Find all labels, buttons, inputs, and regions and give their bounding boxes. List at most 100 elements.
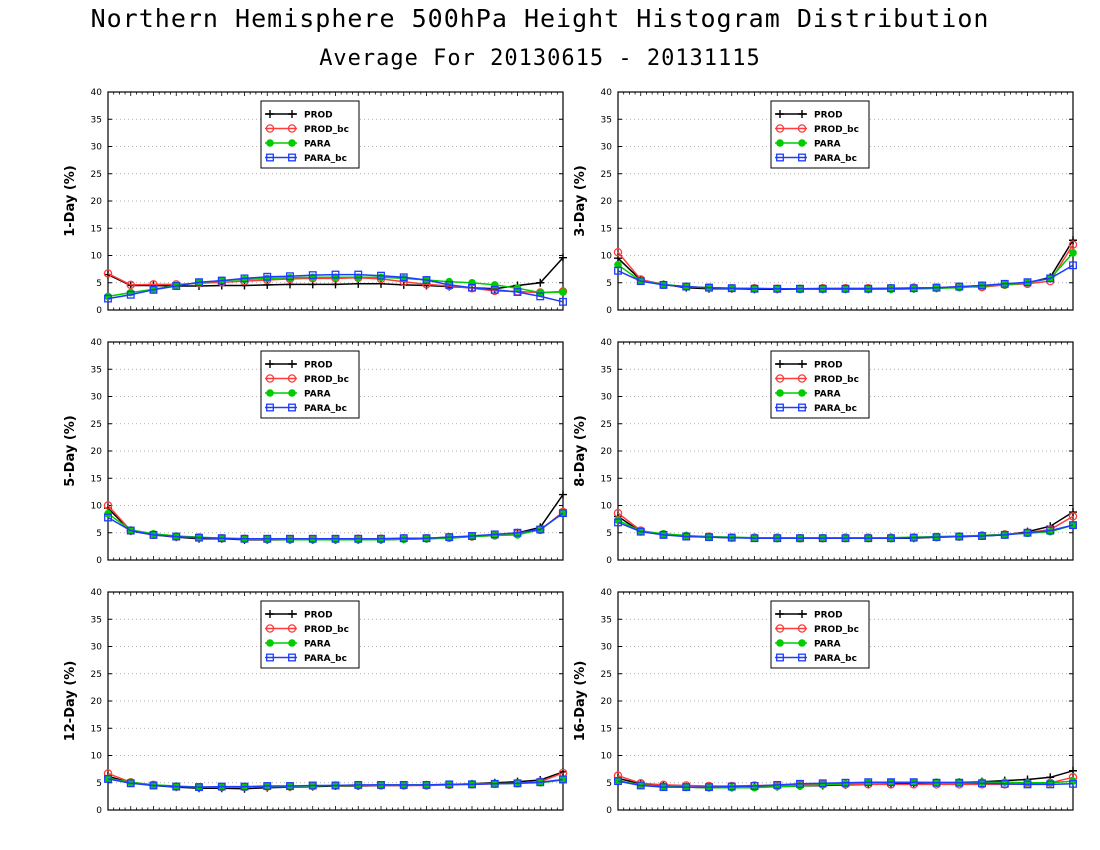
data-point bbox=[513, 288, 522, 296]
data-point bbox=[104, 774, 112, 783]
legend-marker bbox=[798, 153, 806, 162]
data-point bbox=[104, 294, 112, 303]
legend-marker bbox=[776, 110, 784, 118]
series-para-bc bbox=[614, 261, 1077, 293]
data-point bbox=[308, 781, 317, 790]
data-point bbox=[1069, 521, 1077, 530]
y-axis-label: 12-Day (%) bbox=[63, 661, 78, 742]
legend-marker bbox=[288, 610, 296, 618]
y-axis-label: 5-Day (%) bbox=[63, 415, 78, 487]
y-tick-label: 5 bbox=[606, 279, 612, 289]
plot-frame bbox=[107, 341, 564, 561]
data-point bbox=[149, 530, 158, 539]
y-tick-label: 30 bbox=[601, 393, 613, 403]
data-point bbox=[1046, 274, 1055, 283]
legend: PROD PROD_bc PARA PARA_bc bbox=[260, 600, 360, 669]
legend-marker bbox=[776, 139, 784, 147]
data-point bbox=[377, 271, 385, 280]
data-point bbox=[864, 284, 873, 293]
data-point bbox=[727, 284, 736, 293]
data-point bbox=[887, 778, 895, 787]
data-point bbox=[286, 280, 294, 289]
legend-label: PROD bbox=[304, 361, 333, 371]
chart-panel-5: 0 5 10 15 20 25 30 35 40 12-Day (%) PROD PROD_bc PAR… bbox=[63, 588, 568, 816]
data-point bbox=[1069, 779, 1077, 788]
legend-marker bbox=[797, 124, 807, 133]
data-point bbox=[705, 533, 713, 542]
legend-label: PARA_bc bbox=[814, 654, 857, 664]
data-point bbox=[286, 534, 294, 543]
data-point bbox=[445, 533, 454, 542]
data-point bbox=[727, 533, 736, 542]
series-para-bc bbox=[104, 270, 567, 306]
data-point bbox=[354, 270, 363, 279]
y-tick-label: 5 bbox=[606, 529, 612, 539]
data-point bbox=[796, 534, 804, 543]
y-tick-label: 5 bbox=[96, 529, 102, 539]
legend-label: PARA bbox=[304, 390, 331, 400]
y-tick-label: 20 bbox=[91, 697, 103, 707]
data-point bbox=[263, 272, 272, 281]
data-point bbox=[841, 778, 850, 787]
y-axis-label: 1-Day (%) bbox=[63, 165, 78, 237]
y-tick-label: 0 bbox=[606, 806, 612, 816]
series-line bbox=[107, 512, 564, 540]
data-point bbox=[705, 783, 713, 792]
data-point bbox=[331, 270, 340, 279]
chart-panel-6: 0 5 10 15 20 25 30 35 40 16-Day (%) PROD PROD_bc PAR… bbox=[573, 588, 1078, 816]
plot-frame bbox=[107, 591, 564, 811]
data-point bbox=[172, 282, 181, 290]
y-tick-label: 40 bbox=[91, 88, 103, 98]
data-point bbox=[149, 285, 158, 294]
data-point bbox=[864, 778, 873, 787]
data-point bbox=[195, 278, 203, 287]
data-point bbox=[217, 276, 226, 285]
data-point bbox=[978, 779, 986, 788]
data-point bbox=[1000, 530, 1009, 539]
legend-marker bbox=[776, 153, 784, 162]
legend: PROD PROD_bc PARA PARA_bc bbox=[260, 100, 360, 169]
legend-label: PARA bbox=[304, 640, 331, 650]
data-point bbox=[613, 247, 623, 257]
legend-label: PARA bbox=[814, 390, 841, 400]
legend-label: PARA_bc bbox=[304, 154, 347, 164]
data-point bbox=[818, 534, 827, 543]
legend-marker bbox=[797, 624, 807, 633]
legend-label: PROD_bc bbox=[304, 125, 349, 135]
legend: PROD PROD_bc PARA PARA_bc bbox=[770, 100, 870, 169]
data-point bbox=[978, 281, 986, 290]
data-point bbox=[636, 527, 645, 536]
legend-marker bbox=[798, 403, 806, 412]
data-point bbox=[1000, 279, 1009, 288]
data-point bbox=[286, 272, 294, 281]
data-point bbox=[887, 284, 895, 293]
data-point bbox=[422, 780, 431, 789]
y-tick-label: 10 bbox=[601, 752, 613, 762]
legend-marker bbox=[266, 110, 274, 118]
legend-label: PROD_bc bbox=[814, 375, 859, 385]
y-tick-label: 20 bbox=[91, 197, 103, 207]
legend-marker bbox=[266, 610, 274, 618]
legend-label: PARA_bc bbox=[304, 654, 347, 664]
data-point bbox=[559, 253, 567, 262]
legend-marker bbox=[266, 360, 274, 368]
data-point bbox=[240, 782, 249, 791]
series-para-bc bbox=[104, 774, 567, 792]
data-point bbox=[932, 778, 941, 787]
y-tick-label: 10 bbox=[91, 252, 103, 262]
data-point bbox=[445, 780, 454, 789]
legend: PROD PROD_bc PARA PARA_bc bbox=[260, 350, 360, 419]
chart-subtitle: Average For 20130615 - 20131115 bbox=[319, 46, 761, 71]
data-point bbox=[909, 778, 918, 787]
data-point bbox=[377, 279, 385, 288]
data-point bbox=[614, 260, 622, 269]
data-point bbox=[263, 782, 272, 790]
chart-panel-2: 0 5 10 15 20 25 30 35 40 3-Day (%) PROD PROD_bc PARA… bbox=[573, 88, 1078, 316]
data-point bbox=[559, 490, 567, 499]
data-point bbox=[1046, 526, 1055, 535]
data-point bbox=[240, 534, 249, 543]
y-tick-label: 30 bbox=[601, 143, 613, 153]
y-axis-label: 16-Day (%) bbox=[573, 661, 588, 742]
legend-marker bbox=[266, 153, 274, 162]
y-tick-label: 5 bbox=[96, 779, 102, 789]
